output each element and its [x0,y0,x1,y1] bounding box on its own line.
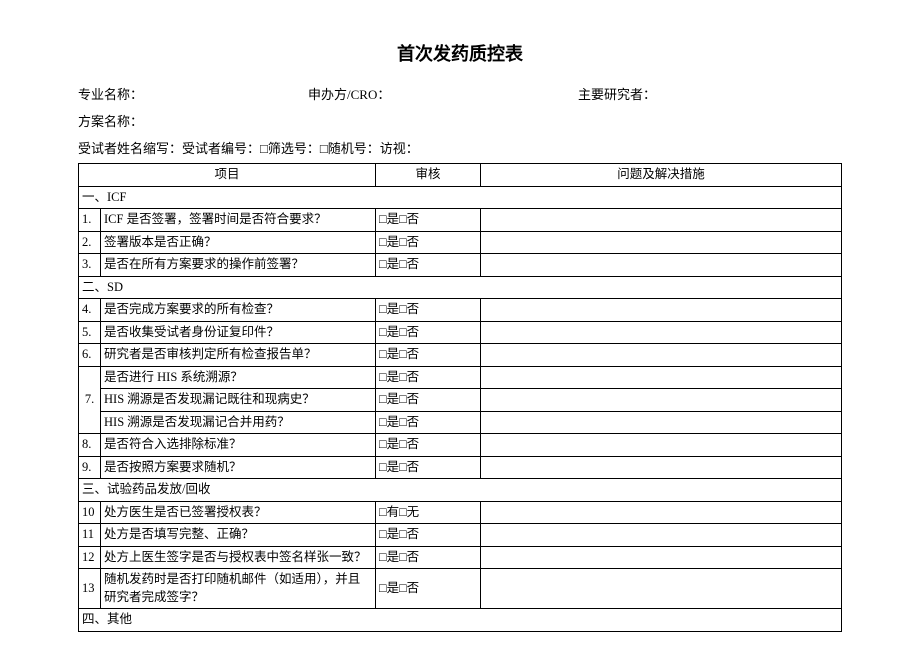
row-4-num: 4. [79,299,101,322]
row-3-review[interactable]: □是□否 [376,254,481,277]
row-4-issue[interactable] [481,299,842,322]
row-3-issue[interactable] [481,254,842,277]
row-3-item: 是否在所有方案要求的操作前签署？ [101,254,376,277]
row-6-item: 研究者是否审核判定所有检查报告单？ [101,344,376,367]
info-row-3: 受试者姓名缩写：受试者编号：□筛选号：□随机号：访视： [78,138,842,157]
row-11-review[interactable]: □是□否 [376,524,481,547]
row-7c-issue[interactable] [481,411,842,434]
row-5-item: 是否收集受试者身份证复印件？ [101,321,376,344]
row-5-review[interactable]: □是□否 [376,321,481,344]
row-12-issue[interactable] [481,546,842,569]
row-7c: HIS 溯源是否发现漏记合并用药？ □是□否 [79,411,842,434]
header-item: 项目 [79,164,376,187]
header-review: 审核 [376,164,481,187]
row-9-issue[interactable] [481,456,842,479]
row-10-review[interactable]: □有□无 [376,501,481,524]
row-7c-review[interactable]: □是□否 [376,411,481,434]
row-6-review[interactable]: □是□否 [376,344,481,367]
header-issue: 问题及解决措施 [481,164,842,187]
row-11-item: 处方是否填写完整、正确？ [101,524,376,547]
section-4-label: 四、其他 [79,609,842,632]
row-8-review[interactable]: □是□否 [376,434,481,457]
row-6-num: 6. [79,344,101,367]
row-3: 3. 是否在所有方案要求的操作前签署？ □是□否 [79,254,842,277]
row-13: 13 随机发药时是否打印随机邮件（如适用），并且研究者完成签字？ □是□否 [79,569,842,609]
row-8-item: 是否符合入选排除标准？ [101,434,376,457]
row-13-item: 随机发药时是否打印随机邮件（如适用），并且研究者完成签字？ [101,569,376,609]
section-1-label: 一、ICF [79,186,842,209]
row-7b-issue[interactable] [481,389,842,412]
row-8-issue[interactable] [481,434,842,457]
row-2-review[interactable]: □是□否 [376,231,481,254]
row-9-review[interactable]: □是□否 [376,456,481,479]
row-7b-item: HIS 溯源是否发现漏记既往和现病史？ [101,389,376,412]
row-3-num: 3. [79,254,101,277]
section-3-label: 三、试验药品发放/回收 [79,479,842,502]
row-4-review[interactable]: □是□否 [376,299,481,322]
section-2: 二、SD [79,276,842,299]
row-11: 11 处方是否填写完整、正确？ □是□否 [79,524,842,547]
info-row-2: 方案名称： [78,111,842,130]
row-1-item: ICF 是否签署，签署时间是否符合要求？ [101,209,376,232]
section-2-label: 二、SD [79,276,842,299]
info-row-1: 专业名称： 申办方/CRO： 主要研究者： [78,84,842,103]
qc-table: 项目 审核 问题及解决措施 一、ICF 1. ICF 是否签署，签署时间是否符合… [78,163,842,632]
form-title: 首次发药质控表 [78,40,842,66]
row-8: 8. 是否符合入选排除标准？ □是□否 [79,434,842,457]
row-4: 4. 是否完成方案要求的所有检查？ □是□否 [79,299,842,322]
row-2: 2. 签署版本是否正确？ □是□否 [79,231,842,254]
row-10-item: 处方医生是否已签署授权表？ [101,501,376,524]
row-13-review[interactable]: □是□否 [376,569,481,609]
row-12: 12 处方上医生签字是否与授权表中签名样张一致？ □是□否 [79,546,842,569]
row-7a-review[interactable]: □是□否 [376,366,481,389]
row-7a-issue[interactable] [481,366,842,389]
row-7b: HIS 溯源是否发现漏记既往和现病史？ □是□否 [79,389,842,412]
row-10-issue[interactable] [481,501,842,524]
row-1: 1. ICF 是否签署，签署时间是否符合要求？ □是□否 [79,209,842,232]
row-11-issue[interactable] [481,524,842,547]
row-7-num: 7. [79,366,101,434]
row-1-review[interactable]: □是□否 [376,209,481,232]
row-10-num: 10 [79,501,101,524]
row-12-item: 处方上医生签字是否与授权表中签名样张一致？ [101,546,376,569]
section-3: 三、试验药品发放/回收 [79,479,842,502]
row-13-num: 13 [79,569,101,609]
form-page: 首次发药质控表 专业名称： 申办方/CRO： 主要研究者： 方案名称： 受试者姓… [0,0,920,632]
section-4: 四、其他 [79,609,842,632]
protocol-label: 方案名称： [78,111,143,130]
row-5-num: 5. [79,321,101,344]
row-7a: 7. 是否进行 HIS 系统溯源？ □是□否 [79,366,842,389]
row-2-num: 2. [79,231,101,254]
row-5-issue[interactable] [481,321,842,344]
row-1-num: 1. [79,209,101,232]
pi-label: 主要研究者： [578,84,842,103]
subject-label: 受试者姓名缩写：受试者编号：□筛选号：□随机号：访视： [78,138,419,157]
header-row: 项目 审核 问题及解决措施 [79,164,842,187]
row-9-num: 9. [79,456,101,479]
row-10: 10 处方医生是否已签署授权表？ □有□无 [79,501,842,524]
row-2-item: 签署版本是否正确？ [101,231,376,254]
row-7a-item: 是否进行 HIS 系统溯源？ [101,366,376,389]
row-9-item: 是否按照方案要求随机？ [101,456,376,479]
row-6: 6. 研究者是否审核判定所有检查报告单？ □是□否 [79,344,842,367]
row-5: 5. 是否收集受试者身份证复印件？ □是□否 [79,321,842,344]
specialty-label: 专业名称： [78,84,308,103]
row-6-issue[interactable] [481,344,842,367]
row-11-num: 11 [79,524,101,547]
section-1: 一、ICF [79,186,842,209]
row-4-item: 是否完成方案要求的所有检查？ [101,299,376,322]
row-8-num: 8. [79,434,101,457]
row-12-review[interactable]: □是□否 [376,546,481,569]
row-7c-item: HIS 溯源是否发现漏记合并用药？ [101,411,376,434]
row-13-issue[interactable] [481,569,842,609]
row-9: 9. 是否按照方案要求随机？ □是□否 [79,456,842,479]
sponsor-label: 申办方/CRO： [308,84,578,103]
row-7b-review[interactable]: □是□否 [376,389,481,412]
row-1-issue[interactable] [481,209,842,232]
row-2-issue[interactable] [481,231,842,254]
row-12-num: 12 [79,546,101,569]
